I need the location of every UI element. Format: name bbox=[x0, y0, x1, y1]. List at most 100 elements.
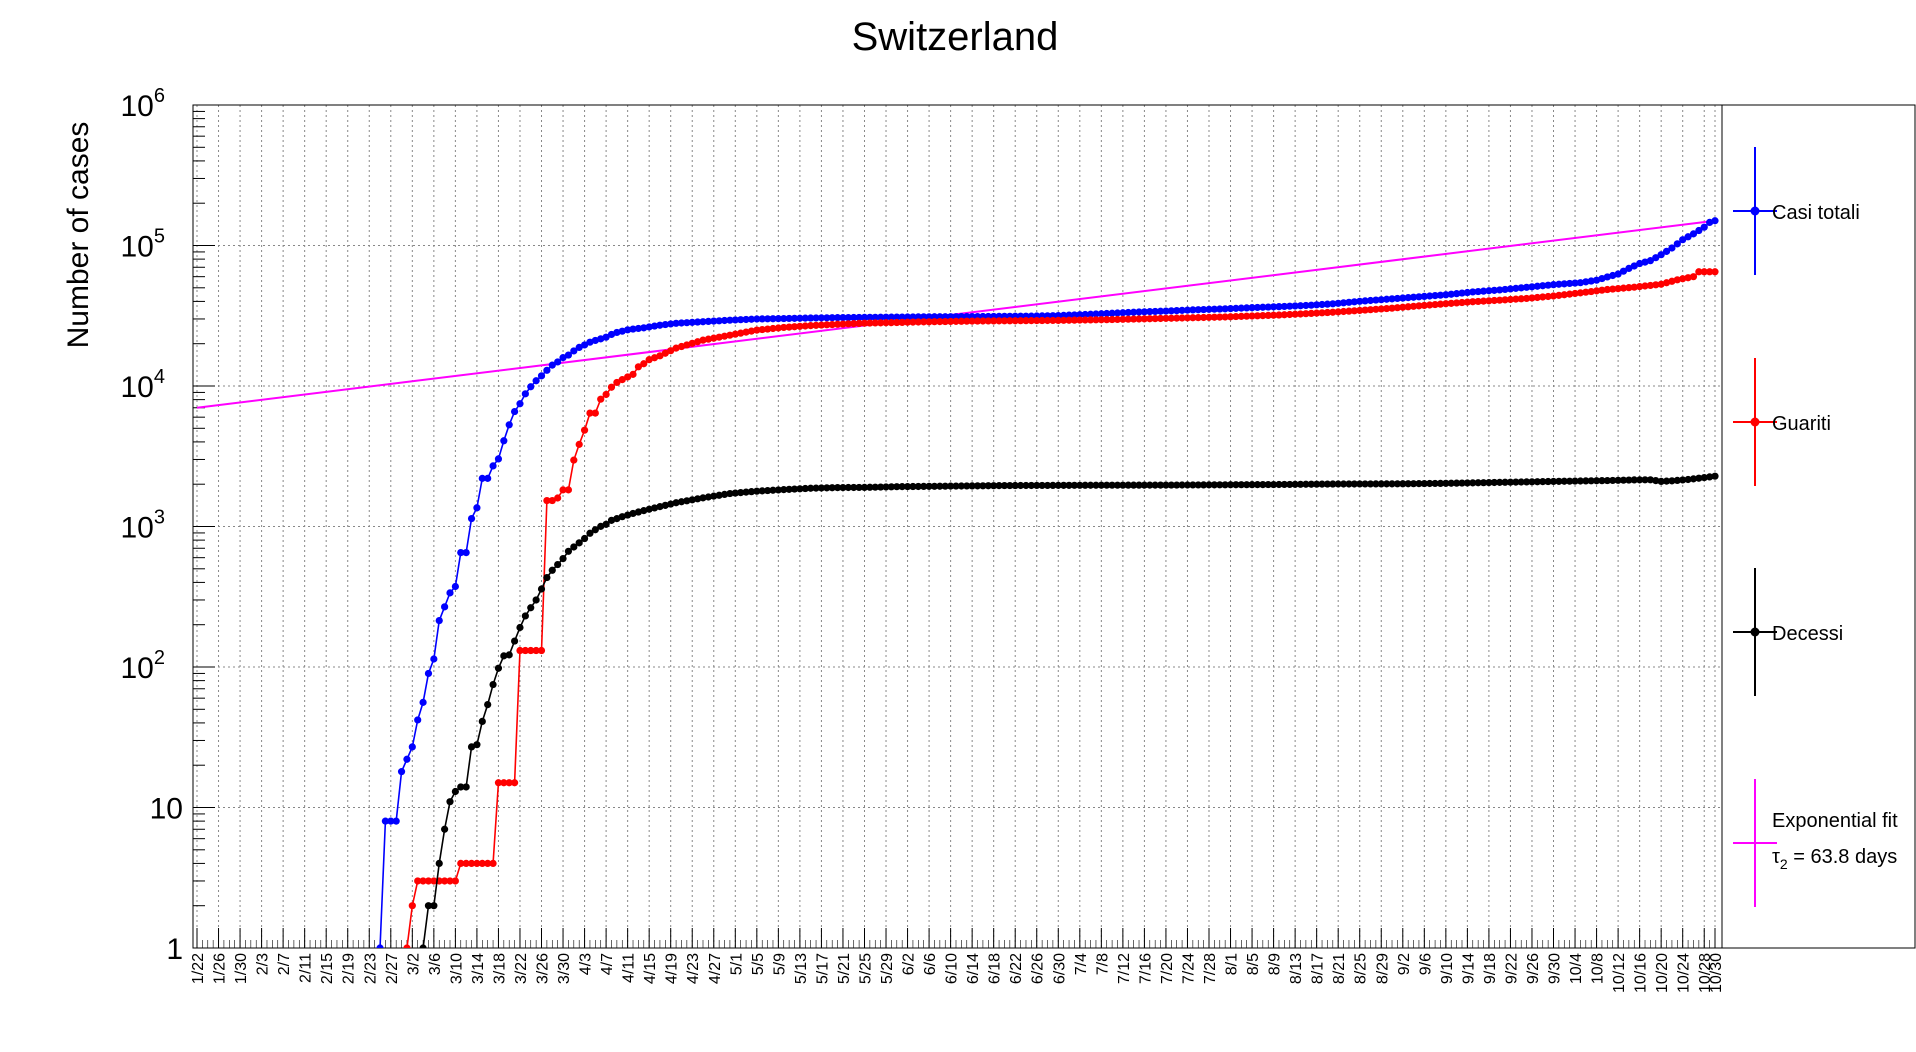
series-point-casi-totali bbox=[1226, 305, 1235, 313]
series-point-decessi bbox=[1135, 481, 1143, 489]
series-point-decessi bbox=[656, 503, 664, 511]
x-tick-label: 5/5 bbox=[750, 953, 767, 975]
x-tick-label: 10/16 bbox=[1633, 953, 1650, 993]
series-point-guariti bbox=[990, 317, 998, 325]
series-point-guariti bbox=[521, 646, 529, 655]
series-point-casi-totali bbox=[763, 315, 772, 323]
series-point-decessi bbox=[1409, 480, 1418, 488]
series-point-decessi bbox=[1388, 480, 1396, 488]
series-point-guariti bbox=[640, 360, 648, 368]
series-point-decessi bbox=[871, 483, 879, 491]
legend-frame bbox=[1721, 104, 1916, 949]
series-point-casi-totali bbox=[656, 321, 664, 329]
series-point-guariti bbox=[1339, 307, 1348, 316]
series-point-guariti bbox=[1286, 310, 1294, 319]
series-point-casi-totali bbox=[554, 358, 562, 366]
series-point-casi-totali bbox=[699, 318, 707, 326]
series-point-decessi bbox=[1501, 478, 1509, 486]
series-point-casi-totali bbox=[1259, 303, 1267, 311]
series-point-guariti bbox=[833, 320, 842, 328]
series-point-casi-totali bbox=[381, 817, 390, 825]
series-point-decessi bbox=[1662, 477, 1671, 485]
series-point-decessi bbox=[1189, 481, 1197, 489]
series-point-casi-totali bbox=[618, 327, 626, 335]
x-tick-label: 6/6 bbox=[922, 953, 939, 975]
series-point-casi-totali bbox=[1420, 292, 1428, 301]
series-point-casi-totali bbox=[564, 351, 573, 359]
series-point-guariti bbox=[1684, 274, 1692, 282]
series-point-casi-totali bbox=[1189, 306, 1197, 314]
series-point-decessi bbox=[1113, 481, 1122, 489]
series-point-guariti bbox=[1571, 289, 1579, 298]
series-point-decessi bbox=[1124, 481, 1132, 489]
series-point-guariti bbox=[984, 317, 992, 325]
series-point-casi-totali bbox=[1377, 296, 1385, 304]
series-point-decessi bbox=[1603, 476, 1611, 485]
series-point-casi-totali bbox=[731, 316, 739, 324]
series-point-guariti bbox=[1108, 315, 1116, 324]
series-point-guariti bbox=[1092, 316, 1100, 324]
series-point-decessi bbox=[694, 495, 702, 503]
series-point-guariti bbox=[860, 319, 869, 327]
series-point-casi-totali bbox=[1200, 305, 1208, 314]
x-tick-label: 8/29 bbox=[1374, 953, 1391, 984]
series-point-guariti bbox=[1673, 276, 1681, 284]
series-point-guariti bbox=[796, 322, 804, 330]
series-point-decessi bbox=[591, 526, 599, 534]
series-point-casi-totali bbox=[823, 314, 831, 322]
series-point-guariti bbox=[1189, 314, 1197, 322]
series-line-guariti bbox=[406, 270, 1715, 948]
series-point-casi-totali bbox=[1442, 291, 1450, 299]
series-point-decessi bbox=[688, 496, 696, 504]
x-tick-label: 4/7 bbox=[599, 953, 616, 975]
series-point-decessi bbox=[1479, 479, 1488, 487]
series-point-decessi bbox=[1366, 480, 1375, 488]
x-tick-label: 9/10 bbox=[1439, 953, 1456, 984]
series-point-decessi bbox=[1582, 477, 1590, 485]
series-point-casi-totali bbox=[1216, 305, 1224, 313]
series-point-decessi bbox=[1060, 481, 1068, 489]
series-point-guariti bbox=[823, 321, 831, 329]
series-point-casi-totali bbox=[839, 313, 847, 322]
series-point-decessi bbox=[1006, 481, 1014, 490]
series-point-decessi bbox=[1033, 481, 1041, 490]
series-point-casi-totali bbox=[925, 313, 933, 321]
series-point-decessi bbox=[737, 489, 745, 497]
series-point-casi-totali bbox=[1275, 303, 1283, 311]
series-point-casi-totali bbox=[683, 319, 691, 327]
series-point-casi-totali bbox=[441, 603, 449, 611]
series-point-decessi bbox=[430, 902, 438, 910]
series-point-casi-totali bbox=[1625, 264, 1633, 273]
series-point-decessi bbox=[672, 499, 680, 507]
series-point-decessi bbox=[914, 482, 922, 491]
series-point-decessi bbox=[1458, 479, 1466, 487]
series-point-casi-totali bbox=[1162, 307, 1170, 315]
series-point-guariti bbox=[1243, 312, 1251, 320]
series-point-guariti bbox=[887, 319, 896, 327]
x-tick-label: 10/30 bbox=[1708, 953, 1725, 993]
series-point-guariti bbox=[941, 317, 949, 326]
legend-label-exponential-fit: Exponential fit bbox=[1772, 810, 1898, 832]
series-point-casi-totali bbox=[737, 316, 745, 324]
x-tick-label: 10/8 bbox=[1590, 953, 1607, 984]
series-point-guariti bbox=[1275, 311, 1283, 319]
series-point-guariti bbox=[774, 324, 782, 332]
x-tick-label: 4/11 bbox=[621, 953, 638, 983]
series-point-decessi bbox=[936, 482, 944, 490]
series-point-casi-totali bbox=[408, 743, 416, 751]
x-tick-label: 1/22 bbox=[190, 953, 207, 984]
series-point-guariti bbox=[1388, 304, 1396, 312]
series-point-casi-totali bbox=[1280, 302, 1288, 311]
series-point-guariti bbox=[451, 877, 459, 885]
series-point-decessi bbox=[1404, 480, 1412, 488]
series-point-guariti bbox=[1216, 313, 1224, 321]
series-point-casi-totali bbox=[1334, 299, 1342, 307]
series-point-guariti bbox=[1630, 283, 1638, 291]
x-tick-label: 3/10 bbox=[448, 953, 465, 984]
series-point-casi-totali bbox=[677, 319, 686, 327]
series-point-casi-totali bbox=[1522, 283, 1531, 291]
series-point-guariti bbox=[1533, 293, 1541, 302]
series-point-guariti bbox=[1027, 317, 1035, 325]
series-point-casi-totali bbox=[457, 548, 465, 557]
